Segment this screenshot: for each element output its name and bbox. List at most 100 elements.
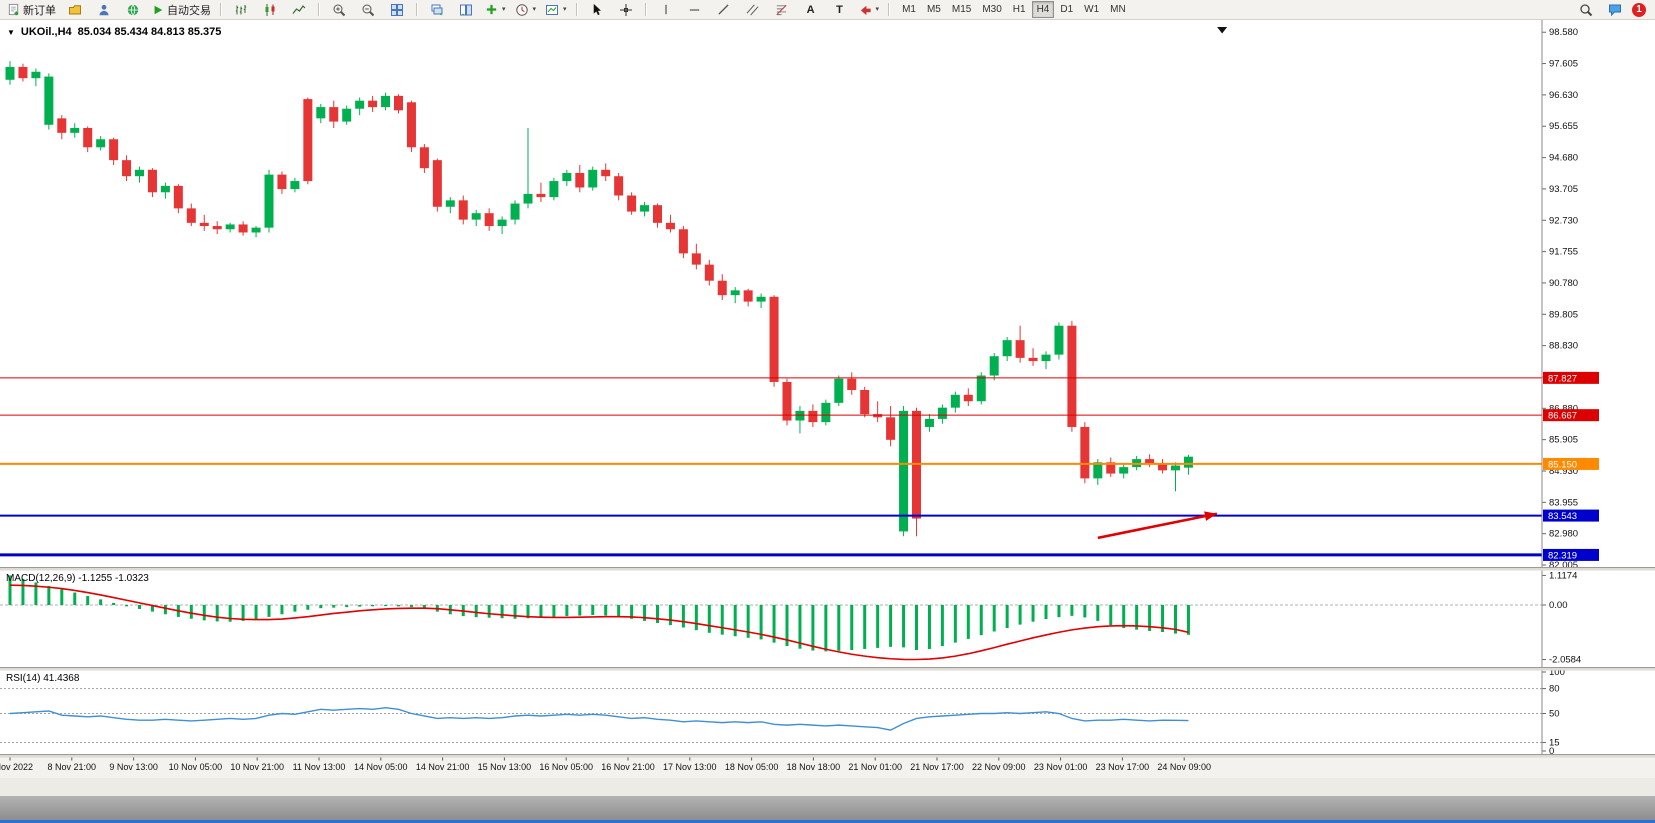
svg-text:93.705: 93.705 <box>1549 184 1578 195</box>
svg-text:18 Nov 05:00: 18 Nov 05:00 <box>725 762 779 772</box>
toolbar-separator <box>575 3 578 16</box>
cursor-button[interactable] <box>583 0 611 20</box>
horizontal-line-button[interactable] <box>681 0 709 20</box>
fibonacci-icon <box>776 5 787 16</box>
tile-windows-icon <box>391 3 403 16</box>
svg-text:21 Nov 01:00: 21 Nov 01:00 <box>848 762 902 772</box>
svg-text:95.655: 95.655 <box>1549 121 1578 132</box>
community-button[interactable] <box>90 0 118 20</box>
text-tool-button[interactable]: A <box>797 0 825 20</box>
svg-text:14 Nov 05:00: 14 Nov 05:00 <box>354 762 408 772</box>
price-panel[interactable] <box>0 27 1542 557</box>
svg-text:97.605: 97.605 <box>1549 59 1578 70</box>
crosshair-button[interactable] <box>612 0 640 20</box>
autotrading-label: 自动交易 <box>167 4 211 17</box>
svg-text:16 Nov 21:00: 16 Nov 21:00 <box>601 762 655 772</box>
chat-bubble-icon <box>1609 4 1621 16</box>
arrows-tool-button[interactable]: ▾ <box>855 0 884 20</box>
svg-text:0: 0 <box>1549 746 1554 757</box>
line-chart-button[interactable] <box>285 0 313 20</box>
arrange-windows-icon <box>460 4 472 15</box>
periods-button[interactable]: ▾ <box>511 0 541 20</box>
vertical-line-button[interactable] <box>652 0 680 20</box>
svg-text:98.580: 98.580 <box>1549 27 1578 38</box>
clock-icon <box>515 3 528 16</box>
crosshair-icon <box>619 3 632 16</box>
timeframe-m1-button[interactable]: M1 <box>902 4 916 15</box>
svg-text:88.830: 88.830 <box>1549 341 1578 352</box>
svg-text:86.667: 86.667 <box>1548 411 1577 422</box>
autotrading-button[interactable]: 自动交易 <box>148 0 215 20</box>
svg-text:15 Nov 13:00: 15 Nov 13:00 <box>478 762 532 772</box>
svg-text:89.805: 89.805 <box>1549 309 1578 320</box>
search-button[interactable] <box>1572 0 1600 20</box>
indicator-plus-icon <box>486 4 497 15</box>
svg-text:21 Nov 17:00: 21 Nov 17:00 <box>910 762 964 772</box>
svg-text:15: 15 <box>1549 738 1560 749</box>
trendline-icon <box>718 4 729 15</box>
svg-text:14 Nov 21:00: 14 Nov 21:00 <box>416 762 470 772</box>
trendline-button[interactable] <box>710 0 738 20</box>
zoom-out-button[interactable] <box>354 0 382 20</box>
svg-text:85.905: 85.905 <box>1549 435 1578 446</box>
new-order-button[interactable]: 新订单 <box>3 0 60 20</box>
channel-button[interactable] <box>739 0 767 20</box>
chevron-down-icon: ▾ <box>502 6 506 13</box>
timeframe-mn-button[interactable]: MN <box>1110 4 1126 15</box>
channel-icon <box>746 4 759 16</box>
timeframe-w1-button[interactable]: W1 <box>1084 4 1100 15</box>
window-status-strip <box>0 778 1655 796</box>
svg-text:10 Nov 21:00: 10 Nov 21:00 <box>230 762 284 772</box>
price-axis[interactable]: 98.580 97.605 96.630 95.655 94.680 93.705 92.7… <box>1541 20 1599 757</box>
signals-button[interactable] <box>119 0 147 20</box>
text-label-button[interactable]: T <box>826 0 854 20</box>
svg-text:82.980: 82.980 <box>1549 529 1578 540</box>
timeframe-h4-button[interactable]: H4 <box>1031 1 1055 18</box>
rsi-label: RSI(14) 41.4368 <box>6 673 80 684</box>
chart-collapse-icon[interactable]: ▼ <box>7 27 15 37</box>
svg-text:1.1174: 1.1174 <box>1549 570 1577 581</box>
timeframe-h1-button[interactable]: H1 <box>1012 4 1026 15</box>
timeframe-m15-button[interactable]: M15 <box>951 4 972 15</box>
panel-dividers[interactable] <box>0 567 1655 758</box>
svg-text:16 Nov 05:00: 16 Nov 05:00 <box>539 762 593 772</box>
svg-text:23 Nov 17:00: 23 Nov 17:00 <box>1096 762 1150 772</box>
svg-text:85.150: 85.150 <box>1548 459 1577 470</box>
notification-badge[interactable]: 1 <box>1632 2 1646 17</box>
text-label-icon: T <box>836 3 843 16</box>
timeframe-group: M1 M5 M15 M30 H1 H4 D1 W1 MN <box>897 1 1131 18</box>
svg-text:82.005: 82.005 <box>1549 560 1578 571</box>
svg-text:-2.0584: -2.0584 <box>1549 655 1581 666</box>
svg-text:50: 50 <box>1549 709 1560 720</box>
svg-text:84.930: 84.930 <box>1549 466 1578 477</box>
rsi-panel[interactable] <box>0 688 1542 744</box>
svg-text:86.880: 86.880 <box>1549 403 1578 414</box>
svg-text:8 Nov 21:00: 8 Nov 21:00 <box>48 762 97 772</box>
annotation-arrow[interactable] <box>1097 511 1218 540</box>
arrange-windows-button[interactable] <box>452 0 480 20</box>
zoom-in-button[interactable] <box>325 0 353 20</box>
svg-text:92.730: 92.730 <box>1549 215 1578 226</box>
chat-button[interactable] <box>1601 0 1629 20</box>
toolbar-separator <box>220 3 222 16</box>
macd-panel[interactable] <box>0 575 1542 661</box>
chart-shift-marker[interactable] <box>1217 27 1228 34</box>
fibonacci-button[interactable] <box>768 0 796 20</box>
cascade-windows-button[interactable] <box>423 0 451 20</box>
chevron-down-icon: ▾ <box>532 6 537 13</box>
bar-chart-button[interactable] <box>227 0 255 20</box>
candle-chart-button[interactable] <box>256 0 284 20</box>
tile-windows-button[interactable] <box>383 0 411 20</box>
profiles-button[interactable] <box>61 0 89 20</box>
chevron-down-icon: ▾ <box>875 6 880 13</box>
svg-text:80: 80 <box>1549 684 1560 695</box>
timeframe-m5-button[interactable]: M5 <box>926 4 941 15</box>
chart-canvas[interactable]: 98.580 97.605 96.630 95.655 94.680 93.705 92.7… <box>0 20 1655 778</box>
templates-button[interactable]: ▾ <box>541 0 571 20</box>
svg-text:8 Nov 2022: 8 Nov 2022 <box>0 762 33 772</box>
timeframe-d1-button[interactable]: D1 <box>1060 4 1074 15</box>
timeframe-m30-button[interactable]: M30 <box>982 4 1002 15</box>
svg-text:18 Nov 18:00: 18 Nov 18:00 <box>787 762 841 772</box>
time-axis[interactable]: 8 Nov 2022 8 Nov 21:00 9 Nov 13:00 10 Nov 0… <box>0 757 1211 772</box>
indicators-button[interactable]: ▾ <box>481 0 510 20</box>
